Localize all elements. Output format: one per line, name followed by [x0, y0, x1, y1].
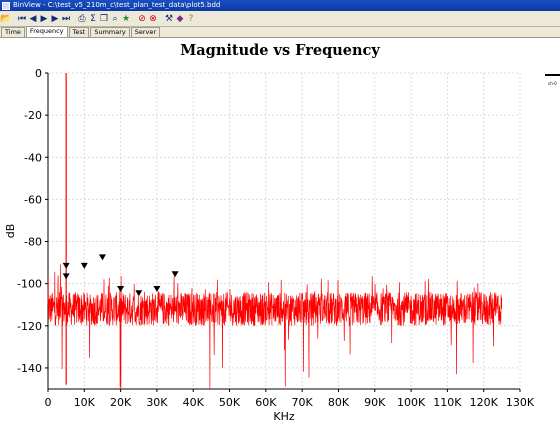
- sum-icon[interactable]: Σ: [90, 13, 96, 24]
- y-tick-label: -100: [17, 278, 42, 291]
- harmonic-marker: [62, 273, 70, 280]
- x-axis-label: KHz: [273, 410, 294, 423]
- x-tick-label: 40K: [183, 396, 205, 409]
- x-tick-label: 70K: [292, 396, 314, 409]
- harmonic-marker: [135, 290, 143, 297]
- cancel-icon[interactable]: ⊗: [149, 13, 157, 24]
- open-icon[interactable]: 📂: [0, 13, 12, 24]
- tab-bar: Time Frequency Test Summary Server: [0, 26, 560, 38]
- tools-icon[interactable]: ⚒: [164, 13, 174, 24]
- y-tick-label: -40: [24, 151, 42, 164]
- x-tick-label: 90K: [364, 396, 386, 409]
- chart-title: Magnitude vs Frequency: [180, 42, 380, 59]
- harmonic-marker: [62, 262, 70, 269]
- y-tick-label: -120: [17, 320, 42, 333]
- marker-icon[interactable]: ★: [121, 13, 131, 24]
- help-icon[interactable]: ?: [188, 13, 194, 24]
- y-tick-label: -60: [24, 193, 42, 206]
- tab-server[interactable]: Server: [130, 27, 161, 37]
- zoom-icon[interactable]: ⌕: [112, 13, 118, 24]
- y-tick-label: -20: [24, 109, 42, 122]
- harmonic-marker: [80, 262, 88, 269]
- window-titlebar: BinView - C:\test_v5_210m_c\test_plan_te…: [0, 0, 560, 11]
- x-tick-label: 60K: [255, 396, 277, 409]
- x-tick-label: 80K: [328, 396, 350, 409]
- play-icon[interactable]: ▶: [40, 13, 48, 24]
- tab-time[interactable]: Time: [1, 27, 25, 37]
- tab-test[interactable]: Test: [68, 27, 90, 37]
- tab-summary[interactable]: Summary: [90, 27, 130, 37]
- window-title: BinView - C:\test_v5_210m_c\test_plan_te…: [13, 1, 221, 9]
- toolbar: 📂 ⏮ ◀ ▶ ▶ ⏭ ⎙ Σ ❐ ⌕ ★ ⊘ ⊗ ⚒ ◆ ?: [0, 11, 560, 27]
- copy-icon[interactable]: ❐: [99, 13, 109, 24]
- paint-icon[interactable]: ◆: [176, 13, 184, 24]
- harmonic-marker: [171, 271, 179, 278]
- x-tick-label: 30K: [146, 396, 168, 409]
- y-tick-label: -140: [17, 362, 42, 375]
- app-icon: [2, 1, 10, 10]
- harmonic-marker: [153, 285, 161, 292]
- last-icon[interactable]: ⏭: [61, 13, 71, 24]
- x-tick-label: 100K: [397, 396, 426, 409]
- x-tick-label: 10K: [74, 396, 96, 409]
- prev-icon[interactable]: ◀: [29, 13, 37, 24]
- harmonic-marker: [117, 285, 125, 292]
- x-tick-label: 120K: [470, 396, 499, 409]
- x-tick-label: 130K: [506, 396, 535, 409]
- x-tick-label: 50K: [219, 396, 241, 409]
- legend: [545, 74, 560, 88]
- stop-icon[interactable]: ⊘: [138, 13, 146, 24]
- y-axis-label: dB: [4, 224, 17, 239]
- y-tick-label: 0: [35, 67, 42, 80]
- harmonic-marker: [98, 254, 106, 261]
- next-icon[interactable]: ▶: [51, 13, 59, 24]
- legend-label: ch-0: [548, 81, 557, 86]
- x-tick-label: 110K: [433, 396, 462, 409]
- x-tick-label: 20K: [110, 396, 132, 409]
- series-noise-line: [47, 264, 503, 390]
- print-icon[interactable]: ⎙: [78, 13, 86, 24]
- tab-frequency[interactable]: Frequency: [25, 26, 68, 37]
- y-tick-label: -80: [24, 236, 42, 249]
- first-icon[interactable]: ⏮: [17, 13, 27, 24]
- x-tick-label: 0: [45, 396, 52, 409]
